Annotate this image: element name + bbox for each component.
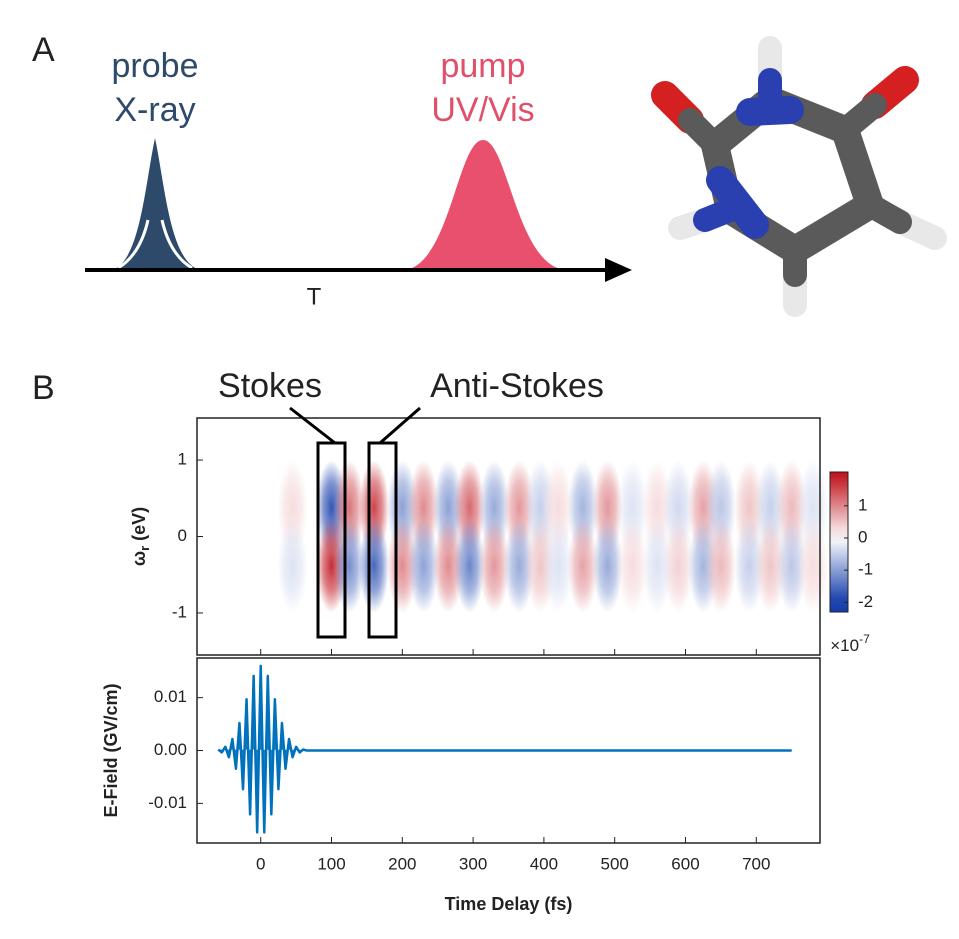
arrow-head xyxy=(605,258,632,282)
probe-pulse xyxy=(112,138,200,270)
delay-label: T xyxy=(307,283,322,310)
molecule xyxy=(651,36,947,317)
x-tick-label: 100 xyxy=(317,854,345,873)
heat-cell xyxy=(592,518,623,613)
probe-pulse-detail xyxy=(117,219,193,270)
annotation: Anti-Stokes xyxy=(430,367,604,405)
y-tick-label: 0 xyxy=(178,526,187,545)
pump-pulse xyxy=(405,140,565,270)
heat-cell xyxy=(504,518,535,613)
x-tick-label: 300 xyxy=(459,854,487,873)
heat-cell xyxy=(797,518,828,613)
y-tick-label: 0.00 xyxy=(154,740,187,759)
y-axis-label-part: (eV) xyxy=(129,507,149,541)
y-axis-label-part: r xyxy=(137,546,152,551)
x-tick-label: 700 xyxy=(742,854,770,873)
heat-cell xyxy=(755,518,786,613)
pump-label: pump xyxy=(440,47,525,85)
colorbar-multiplier: ×10-7 xyxy=(830,632,870,655)
multiplier-base: ×10 xyxy=(830,636,859,655)
heat-cell xyxy=(277,518,308,613)
probe-type: X-ray xyxy=(114,91,195,129)
y-tick-label: -1 xyxy=(172,602,187,621)
heat-cell xyxy=(454,518,485,613)
e-field-line xyxy=(217,664,792,834)
heat-cell xyxy=(705,518,736,613)
heat-cell xyxy=(408,518,439,613)
heat-cell xyxy=(734,518,765,613)
heat-cell xyxy=(617,518,648,613)
colorbar-tick-label: -1 xyxy=(858,560,873,579)
x-axis-label: Time Delay (fs) xyxy=(445,894,573,914)
panel-label: A xyxy=(32,31,55,69)
heat-cell xyxy=(776,518,807,613)
x-tick-label: 500 xyxy=(601,854,629,873)
colorbar-tick-label: 1 xyxy=(858,495,867,514)
x-tick-label: 400 xyxy=(530,854,558,873)
panel-label: B xyxy=(32,369,55,407)
y-axis-label-part: ω xyxy=(129,551,149,566)
y-tick-label: -0.01 xyxy=(148,793,187,812)
heat-cell xyxy=(479,518,510,613)
colorbar xyxy=(829,471,849,613)
annotation-boxes xyxy=(289,406,421,639)
pump-type: UV/Vis xyxy=(431,91,534,129)
heat-cell xyxy=(642,518,673,613)
heat-cell xyxy=(567,518,598,613)
y-tick-label: 0.01 xyxy=(154,687,187,706)
probe-label: probe xyxy=(112,47,199,85)
heat-cell xyxy=(663,518,694,613)
heat-cell xyxy=(334,518,365,613)
x-tick-label: 200 xyxy=(388,854,416,873)
y-tick-label: 1 xyxy=(178,450,187,469)
x-tick-label: 600 xyxy=(671,854,699,873)
colorbar-tick-label: -2 xyxy=(858,592,873,611)
x-tick-label: 0 xyxy=(256,854,265,873)
heat-cell xyxy=(543,518,574,613)
colorbar-tick-label: 0 xyxy=(858,527,867,546)
heat-cell xyxy=(433,518,464,613)
heat-cell xyxy=(358,518,389,613)
multiplier-exponent: -7 xyxy=(859,632,870,646)
y-axis-label: ωr (eV) xyxy=(129,507,153,566)
y-axis-label: E-Field (GV/cm) xyxy=(101,683,121,817)
annotation: Stokes xyxy=(218,367,322,405)
